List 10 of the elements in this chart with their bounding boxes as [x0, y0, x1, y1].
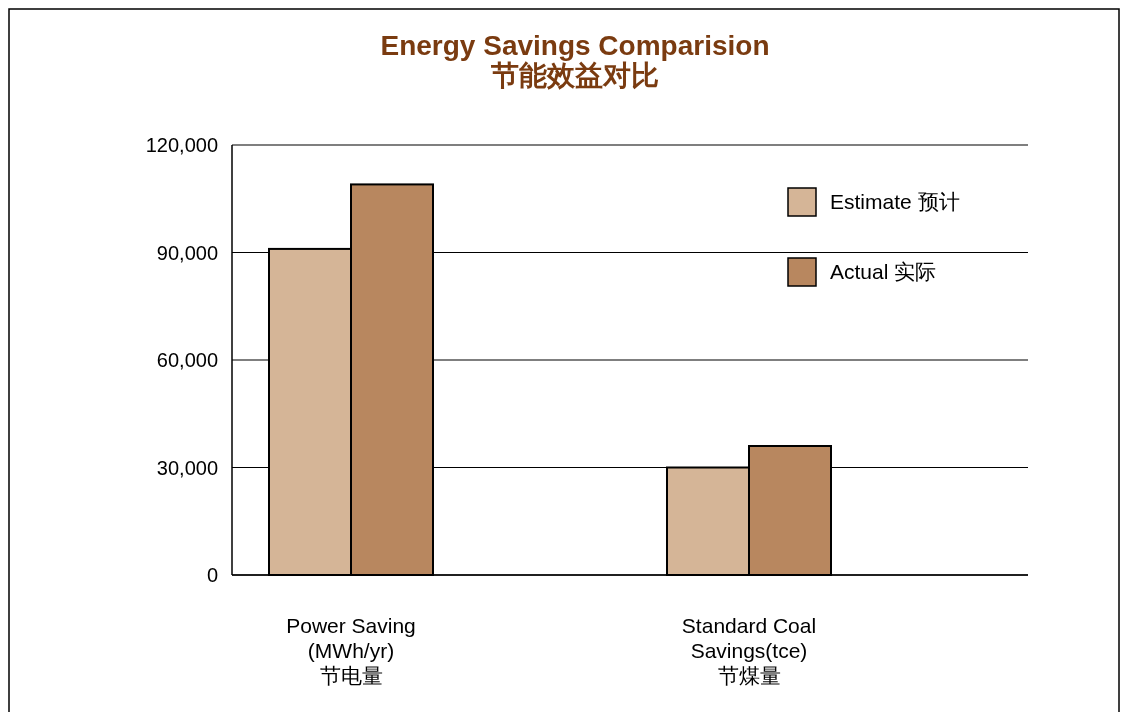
x-tick-label: Standard Coal Savings(tce) 节煤量	[681, 614, 817, 687]
y-tick-label: 120,000	[145, 134, 218, 156]
y-tick-label: 90,000	[156, 241, 218, 264]
y-tick-label: 0	[206, 564, 218, 586]
chart-title: Energy Savings Comparision 节能效益对比	[380, 30, 770, 91]
y-tick-label: 60,000	[156, 349, 218, 371]
legend-label: Actual 实际	[830, 260, 937, 283]
y-tick-label: 30,000	[156, 456, 218, 479]
legend-label: Estimate 预计	[830, 190, 960, 213]
x-tick-label: Power Saving (MWh/yr) 节电量	[286, 614, 416, 687]
